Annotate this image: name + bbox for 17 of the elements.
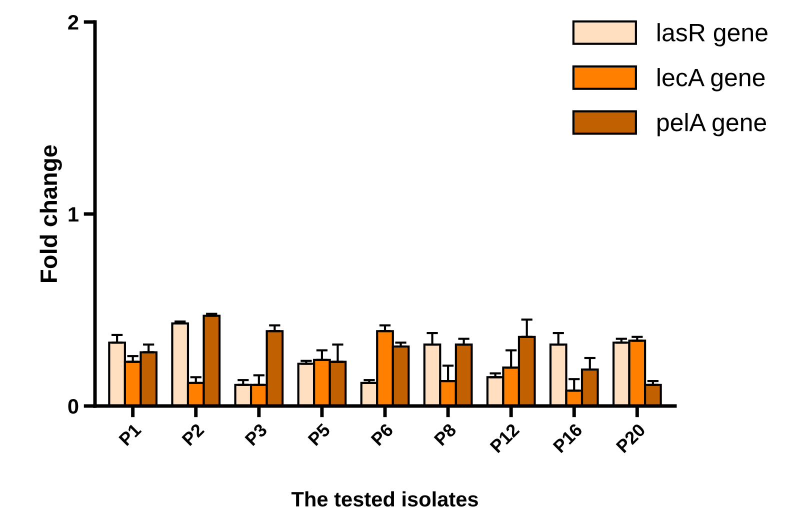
x-tick-label: P6	[370, 422, 394, 446]
legend-label: lecA gene	[658, 68, 765, 92]
x-tick-label: P20	[616, 422, 646, 454]
y-tick-label: 1	[68, 207, 78, 222]
x-tick-label: P12	[490, 422, 520, 454]
legend-label: lasR gene	[658, 23, 768, 46]
x-tick-label: P16	[552, 422, 584, 454]
x-tick-label: P3	[244, 422, 268, 446]
x-tick-label: P5	[308, 422, 331, 446]
y-tick-label: 2	[68, 15, 78, 30]
y-tick-label: 0	[68, 399, 78, 414]
x-axis-title: The tested isolates	[291, 491, 478, 507]
x-tick-label: P1	[118, 422, 142, 446]
y-axis-title: Fold change	[40, 145, 62, 282]
x-tick-label: P8	[434, 422, 458, 446]
x-tick-label: P2	[181, 422, 205, 446]
legend-label: pelA gene	[658, 112, 766, 136]
